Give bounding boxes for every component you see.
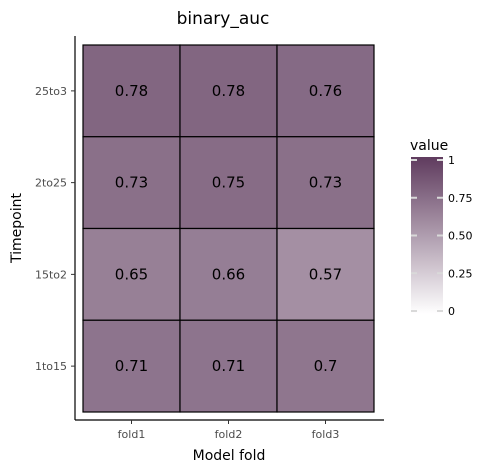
y-axis-ticks: 25to3 2to25 15to2 1to15: [35, 85, 75, 373]
y-axis-label: Timepoint: [9, 193, 25, 264]
heatmap-cell: [82, 136, 181, 230]
y-tick-label: 2to25: [35, 177, 67, 190]
cell-value-label: 0.73: [309, 174, 342, 192]
cell-value-label: 0.66: [212, 265, 245, 283]
heatmap-cell: [276, 136, 375, 230]
x-axis-label: Model fold: [193, 448, 266, 464]
cell-value-label: 0.76: [309, 82, 342, 100]
cell-value-label: 0.65: [115, 265, 148, 283]
x-tick-label: fold1: [118, 428, 146, 441]
cell-value-label: 0.7: [314, 357, 338, 375]
y-tick-label: 25to3: [35, 85, 67, 98]
x-axis-ticks: fold1 fold2 fold3: [118, 420, 340, 441]
y-tick-label: 1to15: [35, 360, 67, 373]
cell-value-label: 0.78: [212, 82, 245, 100]
legend-tick-label: 0.25: [448, 267, 473, 280]
x-tick-label: fold3: [312, 428, 340, 441]
heatmap-cell: [276, 44, 375, 138]
heatmap-cell-labels: 0.78 0.78 0.76 0.73 0.75 0.73 0.65 0.66 0.57 0.71…: [115, 82, 342, 375]
y-tick-label: 15to2: [35, 268, 67, 281]
legend-ticks: 0 0.25 0.50 0.75 1: [411, 154, 473, 318]
heatmap-cell: [276, 319, 375, 413]
chart-title: binary_auc: [177, 9, 270, 29]
heatmap-cell: [179, 136, 278, 230]
heatmap-cells: [82, 44, 375, 413]
legend-tick-label: 0.50: [448, 230, 473, 243]
legend-title: value: [410, 138, 448, 154]
legend-tick-label: 0: [448, 305, 455, 318]
cell-value-label: 0.75: [212, 174, 245, 192]
heatmap-cell: [82, 44, 181, 138]
cell-value-label: 0.73: [115, 174, 148, 192]
heatmap-cell: [82, 319, 181, 413]
cell-value-label: 0.78: [115, 82, 148, 100]
cell-value-label: 0.57: [309, 265, 342, 283]
cell-value-label: 0.71: [115, 357, 148, 375]
heatmap-cell: [179, 227, 278, 321]
cell-value-label: 0.71: [212, 357, 245, 375]
x-tick-label: fold2: [215, 428, 243, 441]
legend-tick-label: 0.75: [448, 192, 473, 205]
color-legend: value 0 0.25 0.50 0.75 1: [410, 138, 473, 318]
legend-tick-label: 1: [448, 154, 455, 167]
heatmap-cell: [179, 44, 278, 138]
